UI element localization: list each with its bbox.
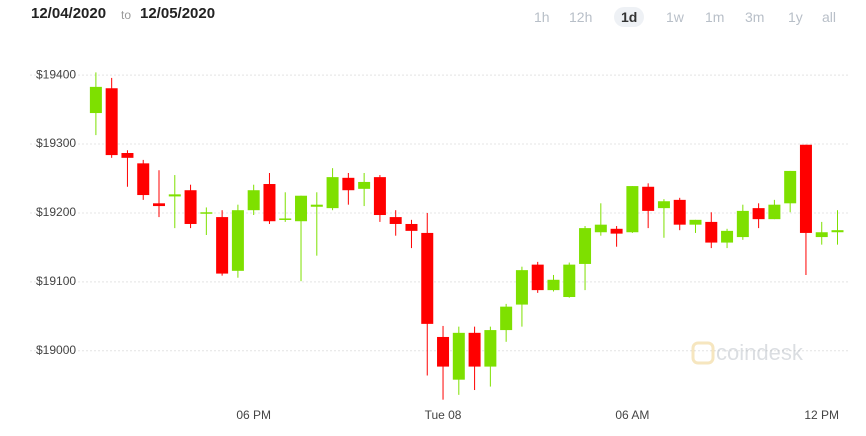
candle-body [153,203,166,207]
candle-body [673,199,686,225]
candle-body [515,270,528,305]
y-tick-label: $19200 [36,205,76,219]
range-button[interactable]: 1h [534,9,550,25]
candle-body [626,186,639,233]
range-button[interactable]: 1d [614,7,645,27]
candle-body [121,153,134,158]
candle-body [168,194,181,197]
candle-body [452,332,465,380]
candle-body [358,181,371,189]
candle-body [500,306,513,331]
candle-body [579,228,592,264]
candle-body [89,86,102,114]
candle-body [184,190,197,224]
y-tick-label: $19100 [36,274,76,288]
x-tick-label: 12 PM [804,408,839,422]
candle-body [547,279,560,291]
candle-body [799,144,812,233]
candle-body [326,177,339,209]
candle-body [642,186,655,211]
candle-body [216,217,229,274]
candle-body [405,223,418,231]
watermark: coindesk [691,340,804,365]
candle-body [531,264,544,291]
candle-body [768,204,781,220]
candle-body [421,232,434,324]
range-button[interactable]: 1m [705,9,725,25]
candle-body [137,163,150,196]
candle-body [484,330,497,367]
date-from: 12/04/2020 [31,5,107,22]
candle-body [705,221,718,243]
y-tick-label: $19000 [36,343,76,357]
candle-body [752,208,765,220]
candle-body [736,210,749,238]
candle-body [689,219,702,225]
candle-body [310,204,323,207]
watermark-logo [691,341,715,365]
candle-body [295,195,308,222]
candle-body [610,228,623,234]
candle-body [105,88,118,156]
candle-body [657,201,670,209]
candle-body [231,210,244,271]
x-tick-label: 06 AM [615,408,649,422]
candle-body [373,177,386,216]
y-tick-label: $19400 [36,67,76,81]
candle-body [342,177,355,191]
candle-body [563,264,576,298]
range-button[interactable]: all [822,9,837,25]
candle-body [721,230,734,243]
candle-body [247,190,260,211]
candle-body [594,224,607,233]
candle-body [279,218,292,220]
date-to: 12/05/2020 [140,5,216,22]
x-tick-label: 06 PM [236,408,271,422]
range-button[interactable]: 12h [569,9,593,25]
watermark-text: coindesk [716,340,804,365]
candle-body [815,232,828,238]
candle-body [784,170,797,204]
candle-body [263,184,276,222]
candle-body [468,332,481,367]
header: 12/04/2020 to 12/05/2020 1h 12h 1d 1w 1m 3m 1y… [0,0,866,32]
y-tick-label: $19300 [36,136,76,150]
candle-body [389,217,402,224]
x-tick-label: Tue 08 [425,408,462,422]
range-button[interactable]: 1w [666,9,684,25]
date-separator: to [121,8,132,22]
range-button[interactable]: 3m [745,9,765,25]
candle-body [200,212,213,214]
range-button[interactable]: 1y [788,9,803,25]
candle-body [831,230,844,233]
candle-body [437,336,450,367]
